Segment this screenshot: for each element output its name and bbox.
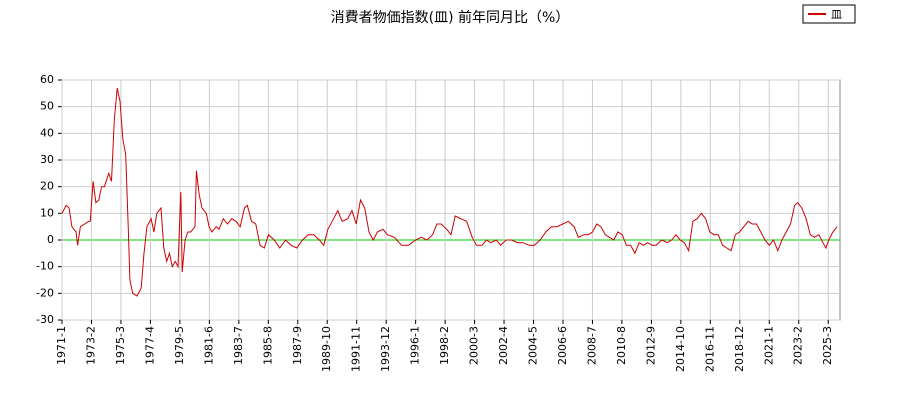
legend-box [802,4,856,24]
x-tick-label: 2006-6 [556,326,569,365]
y-tick-label: 50 [40,100,54,113]
y-tick-label: -20 [36,286,54,299]
x-tick-label: 1979-5 [173,326,186,365]
data-line [61,87,838,297]
x-tick-label: 1991-11 [350,326,363,372]
x-tick-label: 2004-5 [527,326,540,365]
x-tick-label: 2008-7 [585,326,598,365]
x-tick-label: 1993-12 [379,326,392,372]
x-tick-label: 1989-10 [320,326,333,372]
x-tick-label: 2000-3 [468,326,481,365]
y-tick-label: 20 [40,180,54,193]
x-tick-label: 2012-9 [644,326,657,365]
y-tick-label: -10 [36,260,54,273]
x-tick-label: 2016-11 [703,326,716,372]
x-tick-label: 1983-7 [232,326,245,365]
x-tick-label: 2018-12 [733,326,746,372]
x-tick-label: 1985-8 [261,326,274,365]
y-tick-label: 60 [40,73,54,86]
y-tick-label: 0 [47,233,54,246]
x-tick-label: 1971-1 [55,326,68,365]
x-tick-label: 1981-6 [202,326,215,365]
plot-area [61,79,841,321]
legend-label: 皿 [831,8,842,21]
y-tick-label: 10 [40,206,54,219]
x-tick-label: 2014-10 [674,326,687,372]
x-tick-label: 1973-2 [84,326,97,365]
chart-title: 消費者物価指数(皿) 前年同月比（%） [331,9,570,26]
x-tick-label: 1987-9 [291,326,304,365]
x-tick-label: 2021-1 [762,326,775,365]
x-tick-label: 1975-3 [114,326,127,365]
y-tick-label: -30 [36,313,54,326]
x-tick-label: 1996-1 [409,326,422,365]
x-tick-label: 2023-2 [792,326,805,365]
x-tick-label: 2002-4 [497,326,510,365]
x-tick-label: 2025-3 [821,326,834,365]
x-tick-label: 1977-4 [143,326,156,365]
y-tick-label: 30 [40,153,54,166]
x-tick-label: 2010-8 [615,326,628,365]
x-tick-label: 1998-2 [438,326,451,365]
y-tick-label: 40 [40,126,54,139]
